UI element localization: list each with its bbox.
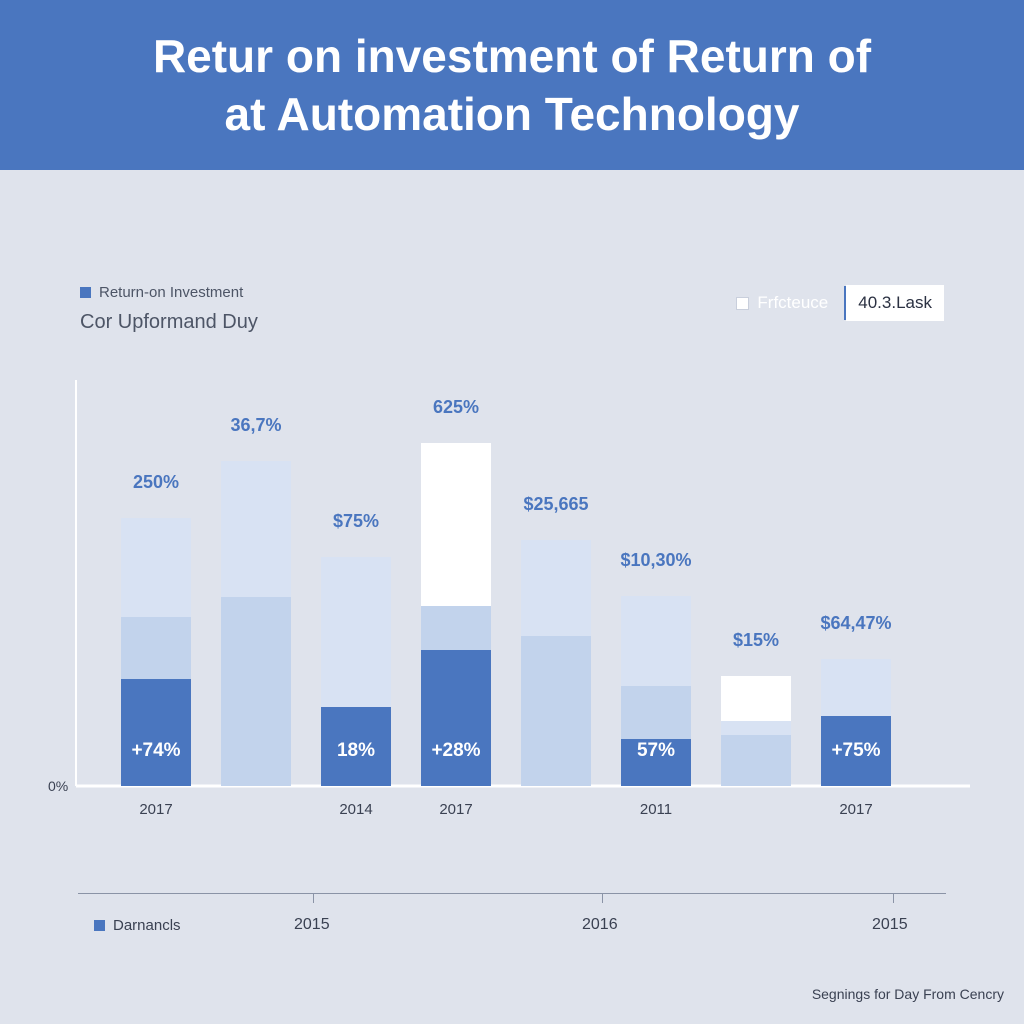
secondary-axis-line [78,893,946,894]
bar-segment [621,596,691,686]
x-tick-label: 2011 [640,801,672,818]
legend-swatch-reference [736,296,750,310]
bar-segment [521,540,591,636]
bar-top-label: $25,665 [523,494,588,514]
bar-segment [621,686,691,739]
secondary-axis-label: 2015 [872,916,908,933]
bar-top-label: $15% [733,630,779,650]
x-tick-label: 2017 [439,801,472,818]
secondary-legend-label: Darnancls [113,917,181,934]
bar-top-label: $75% [333,511,379,531]
bar-segment [821,659,891,716]
x-tick-label: 2017 [139,801,172,818]
bar-segment [221,461,291,597]
bar-inner-label: +74% [131,740,180,761]
bar-segment [721,735,791,786]
bar-segment [821,716,891,786]
bar-inner-label: 57% [637,740,675,761]
secondary-legend-swatch [94,920,105,931]
bar-top-label: 625% [433,397,479,417]
legend-label-reference: Frfcteuce [757,293,829,312]
legend-swatch-roi [80,287,91,298]
secondary-axis-tick [313,893,314,903]
bar-segment [421,650,491,786]
bar-segment [121,617,191,679]
bar-inner-label: +28% [431,740,480,761]
bar-segment [521,636,591,786]
secondary-legend: Darnancls [94,917,181,934]
secondary-axis-label: 2016 [582,916,618,933]
chart-header: Retur on investment of Return of at Auto… [0,0,1024,170]
footer-note: Segnings for Day From Cencry [811,986,1004,1002]
x-tick-label: 2017 [839,801,872,818]
bar-inner-label: 18% [337,740,375,761]
bar-segment [321,707,391,786]
legend-label-roi: Return-on Investment [99,284,244,301]
legend-divider [844,286,847,320]
bar-top-label: 36,7% [230,415,281,435]
x-tick-label: 2014 [339,801,372,818]
secondary-axis-tick [602,893,603,903]
bar-inner-label: +75% [831,740,880,761]
bar-top-label: $64,47% [820,613,891,633]
legend-value-box: 40.3.Lask [846,285,944,321]
bar-top-label: 250% [133,472,179,492]
bar-segment [621,739,691,786]
bar-segment [721,721,791,735]
bar-segment [121,518,191,617]
legend-subtitle: Cor Upformand Duy [80,311,258,333]
bar-segment [721,676,791,721]
bar-top-label: $10,30% [620,550,691,570]
legend-top-left: Return-on Investment Cor Upformand Duy [80,284,258,334]
chart-title-line-1: Retur on investment of Return of [152,30,872,82]
bar-segment [421,606,491,650]
secondary-axis-label: 2015 [294,916,330,933]
secondary-axis-tick [893,893,894,903]
legend-top-right: Frfcteuce 40.3.Lask [736,285,944,321]
chart-title-line-2: at Automation Technology [224,88,800,140]
bar-segment [321,557,391,707]
bar-segment [421,443,491,606]
bar-segment [221,597,291,786]
bar-segment [121,679,191,786]
y-axis-label: 0% [48,778,68,794]
